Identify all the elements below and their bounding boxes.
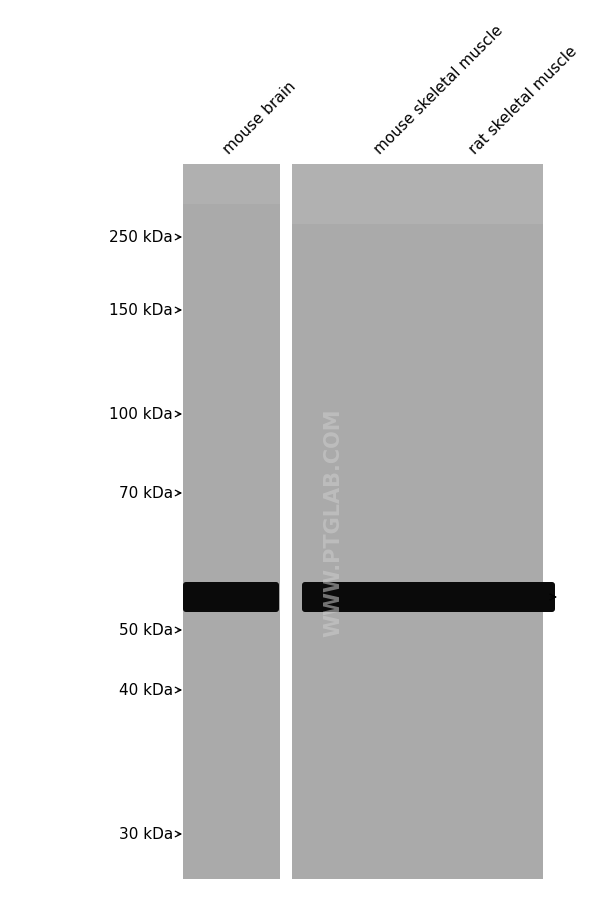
Text: mouse brain: mouse brain [220,78,299,157]
Bar [183,165,280,205]
Text: 50 kDa: 50 kDa [119,622,173,638]
Text: 250 kDa: 250 kDa [109,230,173,245]
Text: WWW.PTGLAB.COM: WWW.PTGLAB.COM [323,408,343,636]
Text: 40 kDa: 40 kDa [119,683,173,698]
Text: rat skeletal muscle: rat skeletal muscle [466,43,580,157]
Text: 30 kDa: 30 kDa [119,826,173,842]
Text: 150 kDa: 150 kDa [109,303,173,318]
Bar [292,165,543,879]
Bar [183,165,280,879]
Bar [292,165,543,225]
FancyBboxPatch shape [183,583,279,612]
Text: 70 kDa: 70 kDa [119,486,173,501]
Text: 100 kDa: 100 kDa [109,407,173,422]
FancyBboxPatch shape [302,583,462,612]
FancyBboxPatch shape [399,583,555,612]
Text: mouse skeletal muscle: mouse skeletal muscle [371,23,506,157]
